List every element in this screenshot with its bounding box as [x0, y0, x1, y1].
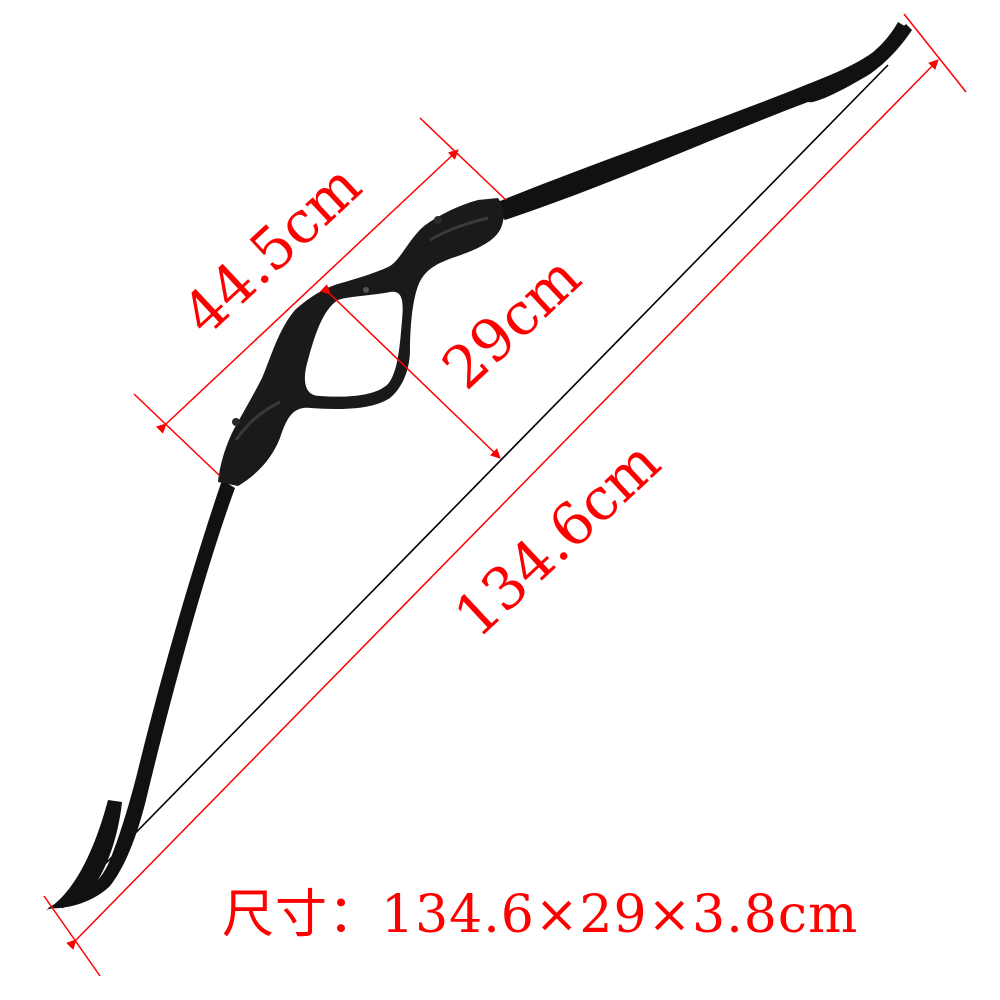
lower-tip-sleeve [46, 800, 122, 910]
dimension-total-length: 134.6cm [43, 13, 967, 977]
upper-tip-sleeve [804, 22, 908, 100]
riser-sight-hole [363, 287, 369, 293]
bow-lower-limb [48, 480, 235, 909]
bow-string [61, 64, 889, 909]
size-caption: 尺寸：134.6×29×3.8cm [222, 885, 859, 945]
riser-bolt-upper [434, 216, 442, 224]
total-length-label: 134.6cm [441, 428, 673, 651]
brace-height-label: 29cm [429, 243, 593, 403]
riser-bolt-lower [232, 418, 240, 426]
bow-upper-limb [490, 24, 912, 220]
